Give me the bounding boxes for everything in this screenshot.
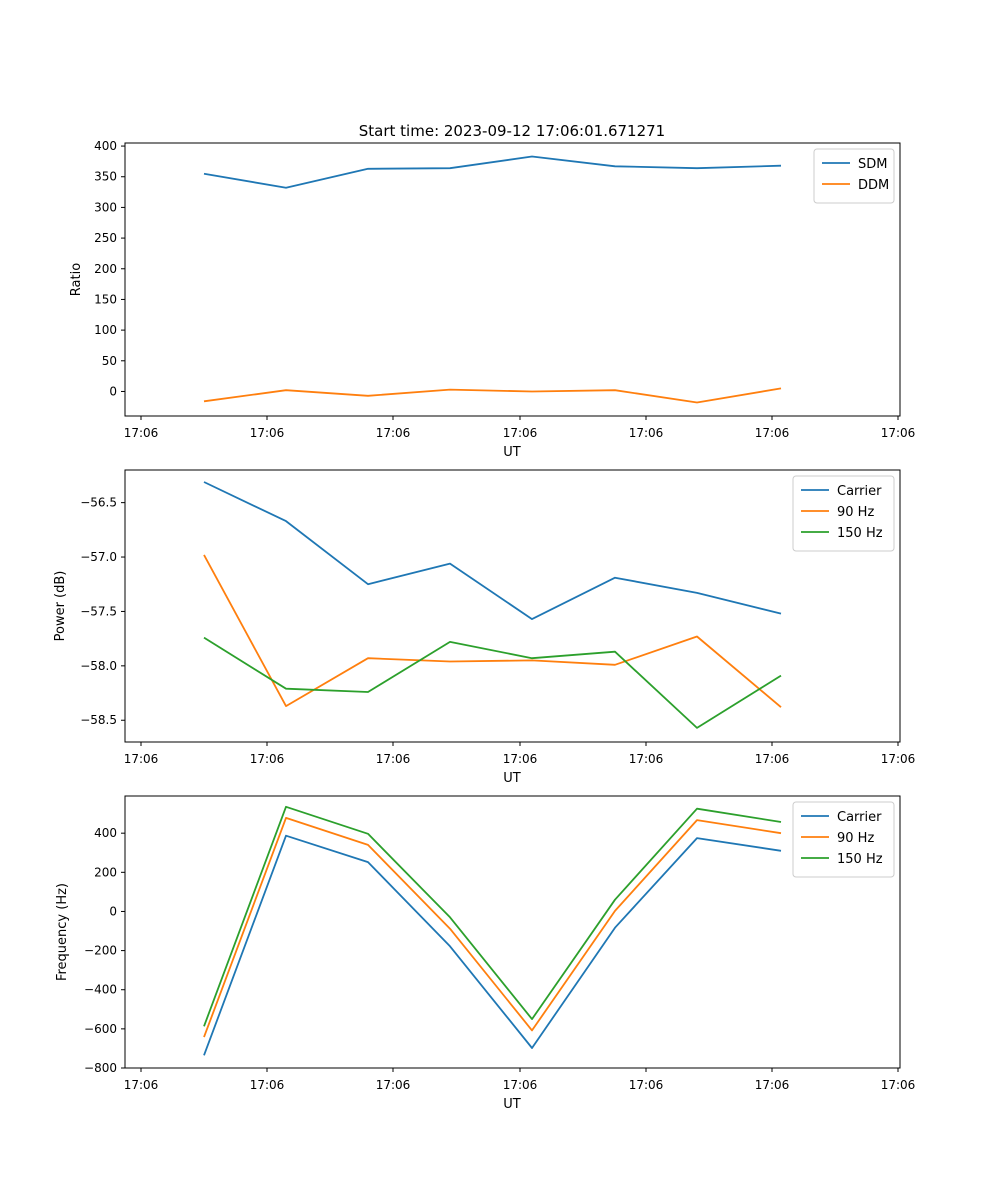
- x-axis-label: UT: [503, 771, 521, 786]
- legend-label: Carrier: [837, 810, 882, 825]
- x-tick-label: 17:06: [755, 426, 790, 440]
- legend-label: 150 Hz: [837, 526, 883, 541]
- y-tick-label: −58.0: [80, 659, 117, 673]
- x-axis-label: UT: [503, 1097, 521, 1112]
- series-line-150-hz: [203, 636, 782, 729]
- y-axis-label: Power (dB): [53, 571, 68, 642]
- x-tick-label: 17:06: [124, 1078, 159, 1092]
- figure-title: Start time: 2023-09-12 17:06:01.671271: [359, 122, 665, 140]
- y-tick-label: 50: [102, 354, 117, 368]
- x-tick-label: 17:06: [124, 752, 159, 766]
- y-tick-label: −800: [84, 1061, 117, 1075]
- legend-label: DDM: [858, 178, 889, 193]
- y-axis-label: Frequency (Hz): [55, 883, 70, 981]
- legend: Carrier 90 Hz 150 Hz: [792, 801, 895, 878]
- y-tick-label: −57.5: [80, 604, 117, 618]
- y-axis-label: Ratio: [69, 263, 84, 296]
- x-tick-label: 17:06: [376, 752, 411, 766]
- legend-label: SDM: [858, 157, 887, 172]
- y-tick-label: 150: [94, 292, 117, 306]
- x-tick-label: 17:06: [629, 752, 664, 766]
- y-tick-label: 400: [94, 826, 117, 840]
- y-tick-label: −57.0: [80, 550, 117, 564]
- y-tick-label: −58.5: [80, 713, 117, 727]
- y-tick-label: −600: [84, 1022, 117, 1036]
- series-line-90-hz: [203, 817, 782, 1038]
- y-tick-label: 250: [94, 231, 117, 245]
- legend-label: 90 Hz: [837, 831, 874, 846]
- series-line-150-hz: [203, 805, 782, 1027]
- x-tick-label: 17:06: [755, 752, 790, 766]
- x-tick-label: 17:06: [881, 426, 916, 440]
- legend: Carrier 90 Hz 150 Hz: [792, 475, 895, 552]
- x-tick-label: 17:06: [124, 426, 159, 440]
- legend-label: 150 Hz: [837, 852, 883, 867]
- x-tick-label: 17:06: [250, 426, 285, 440]
- x-tick-label: 17:06: [881, 1078, 916, 1092]
- legend: SDM DDM: [813, 148, 895, 204]
- x-axis-label: UT: [503, 445, 521, 460]
- legend-label: 90 Hz: [837, 505, 874, 520]
- panels: 17:06 17:06 17:06 17:06 17:06 17:06 17:06 0 50 10…: [53, 139, 915, 1112]
- x-tick-label: 17:06: [881, 752, 916, 766]
- y-tick-label: 200: [94, 865, 117, 879]
- subplot-3: 17:06 17:06 17:06 17:06 17:06 17:06 17:06 −800 −…: [55, 795, 916, 1112]
- y-tick-label: −56.5: [80, 496, 117, 510]
- y-tick-label: 350: [94, 170, 117, 184]
- plot-area-frame: [124, 795, 901, 1069]
- series-line-carrier: [203, 481, 782, 620]
- x-tick-label: 17:06: [629, 426, 664, 440]
- x-tick-label: 17:06: [250, 1078, 285, 1092]
- y-tick-label: 0: [109, 384, 117, 398]
- x-tick-label: 17:06: [755, 1078, 790, 1092]
- y-tick-label: 100: [94, 323, 117, 337]
- plot-area-frame: [124, 142, 901, 417]
- y-tick-label: 200: [94, 262, 117, 276]
- x-tick-label: 17:06: [250, 752, 285, 766]
- series-line-90-hz: [203, 554, 782, 708]
- y-tick-label: −200: [84, 944, 117, 958]
- x-tick-label: 17:06: [376, 1078, 411, 1092]
- legend-label: Carrier: [837, 484, 882, 499]
- x-tick-label: 17:06: [376, 426, 411, 440]
- y-tick-label: 400: [94, 139, 117, 153]
- x-tick-label: 17:06: [503, 1078, 538, 1092]
- subplot-2: 17:06 17:06 17:06 17:06 17:06 17:06 17:06 −58.5…: [53, 469, 916, 786]
- x-tick-label: 17:06: [503, 752, 538, 766]
- series-line-ddm: [203, 387, 782, 404]
- subplot-1: 17:06 17:06 17:06 17:06 17:06 17:06 17:06 0 50 10…: [69, 139, 915, 460]
- x-tick-label: 17:06: [629, 1078, 664, 1092]
- y-tick-label: −400: [84, 983, 117, 997]
- series-line-sdm: [203, 155, 782, 189]
- y-tick-label: 0: [109, 904, 117, 918]
- series-line-carrier: [203, 834, 782, 1056]
- y-tick-label: 300: [94, 200, 117, 214]
- x-tick-label: 17:06: [503, 426, 538, 440]
